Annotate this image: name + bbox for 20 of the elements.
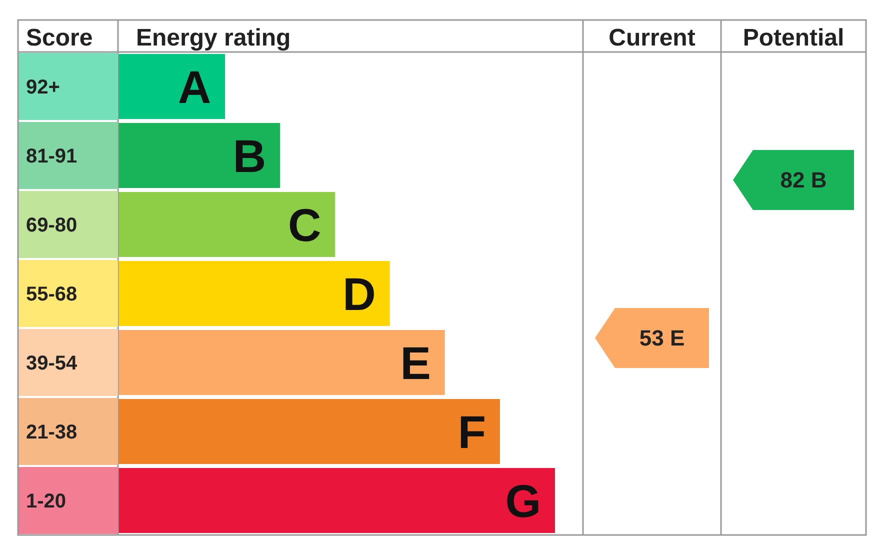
text: Score — [26, 24, 93, 52]
y-tick-label: 92+ — [26, 76, 60, 98]
y-tick-label: 1-20 — [26, 490, 66, 512]
annotation: B — [232, 130, 266, 182]
arrow-tag: 53 E — [595, 308, 709, 368]
y-tick-label: 39-54 — [26, 352, 78, 374]
annotation: G — [505, 474, 541, 527]
y-tick-label: 21-38 — [26, 422, 78, 444]
arrow-tag: 82 B — [733, 150, 854, 210]
text: Energy rating — [136, 24, 291, 52]
annotation: A — [178, 60, 212, 113]
annotation: E — [400, 336, 431, 389]
y-tick-label: 55-68 — [26, 284, 78, 306]
y-tick-label: 81-91 — [26, 146, 78, 168]
text: Current — [608, 24, 696, 52]
y-tick-label: 69-80 — [26, 214, 78, 236]
text: Potential — [742, 24, 844, 52]
annotation: F — [458, 406, 486, 458]
annotation: D — [342, 268, 376, 320]
annotation: C — [288, 198, 322, 251]
